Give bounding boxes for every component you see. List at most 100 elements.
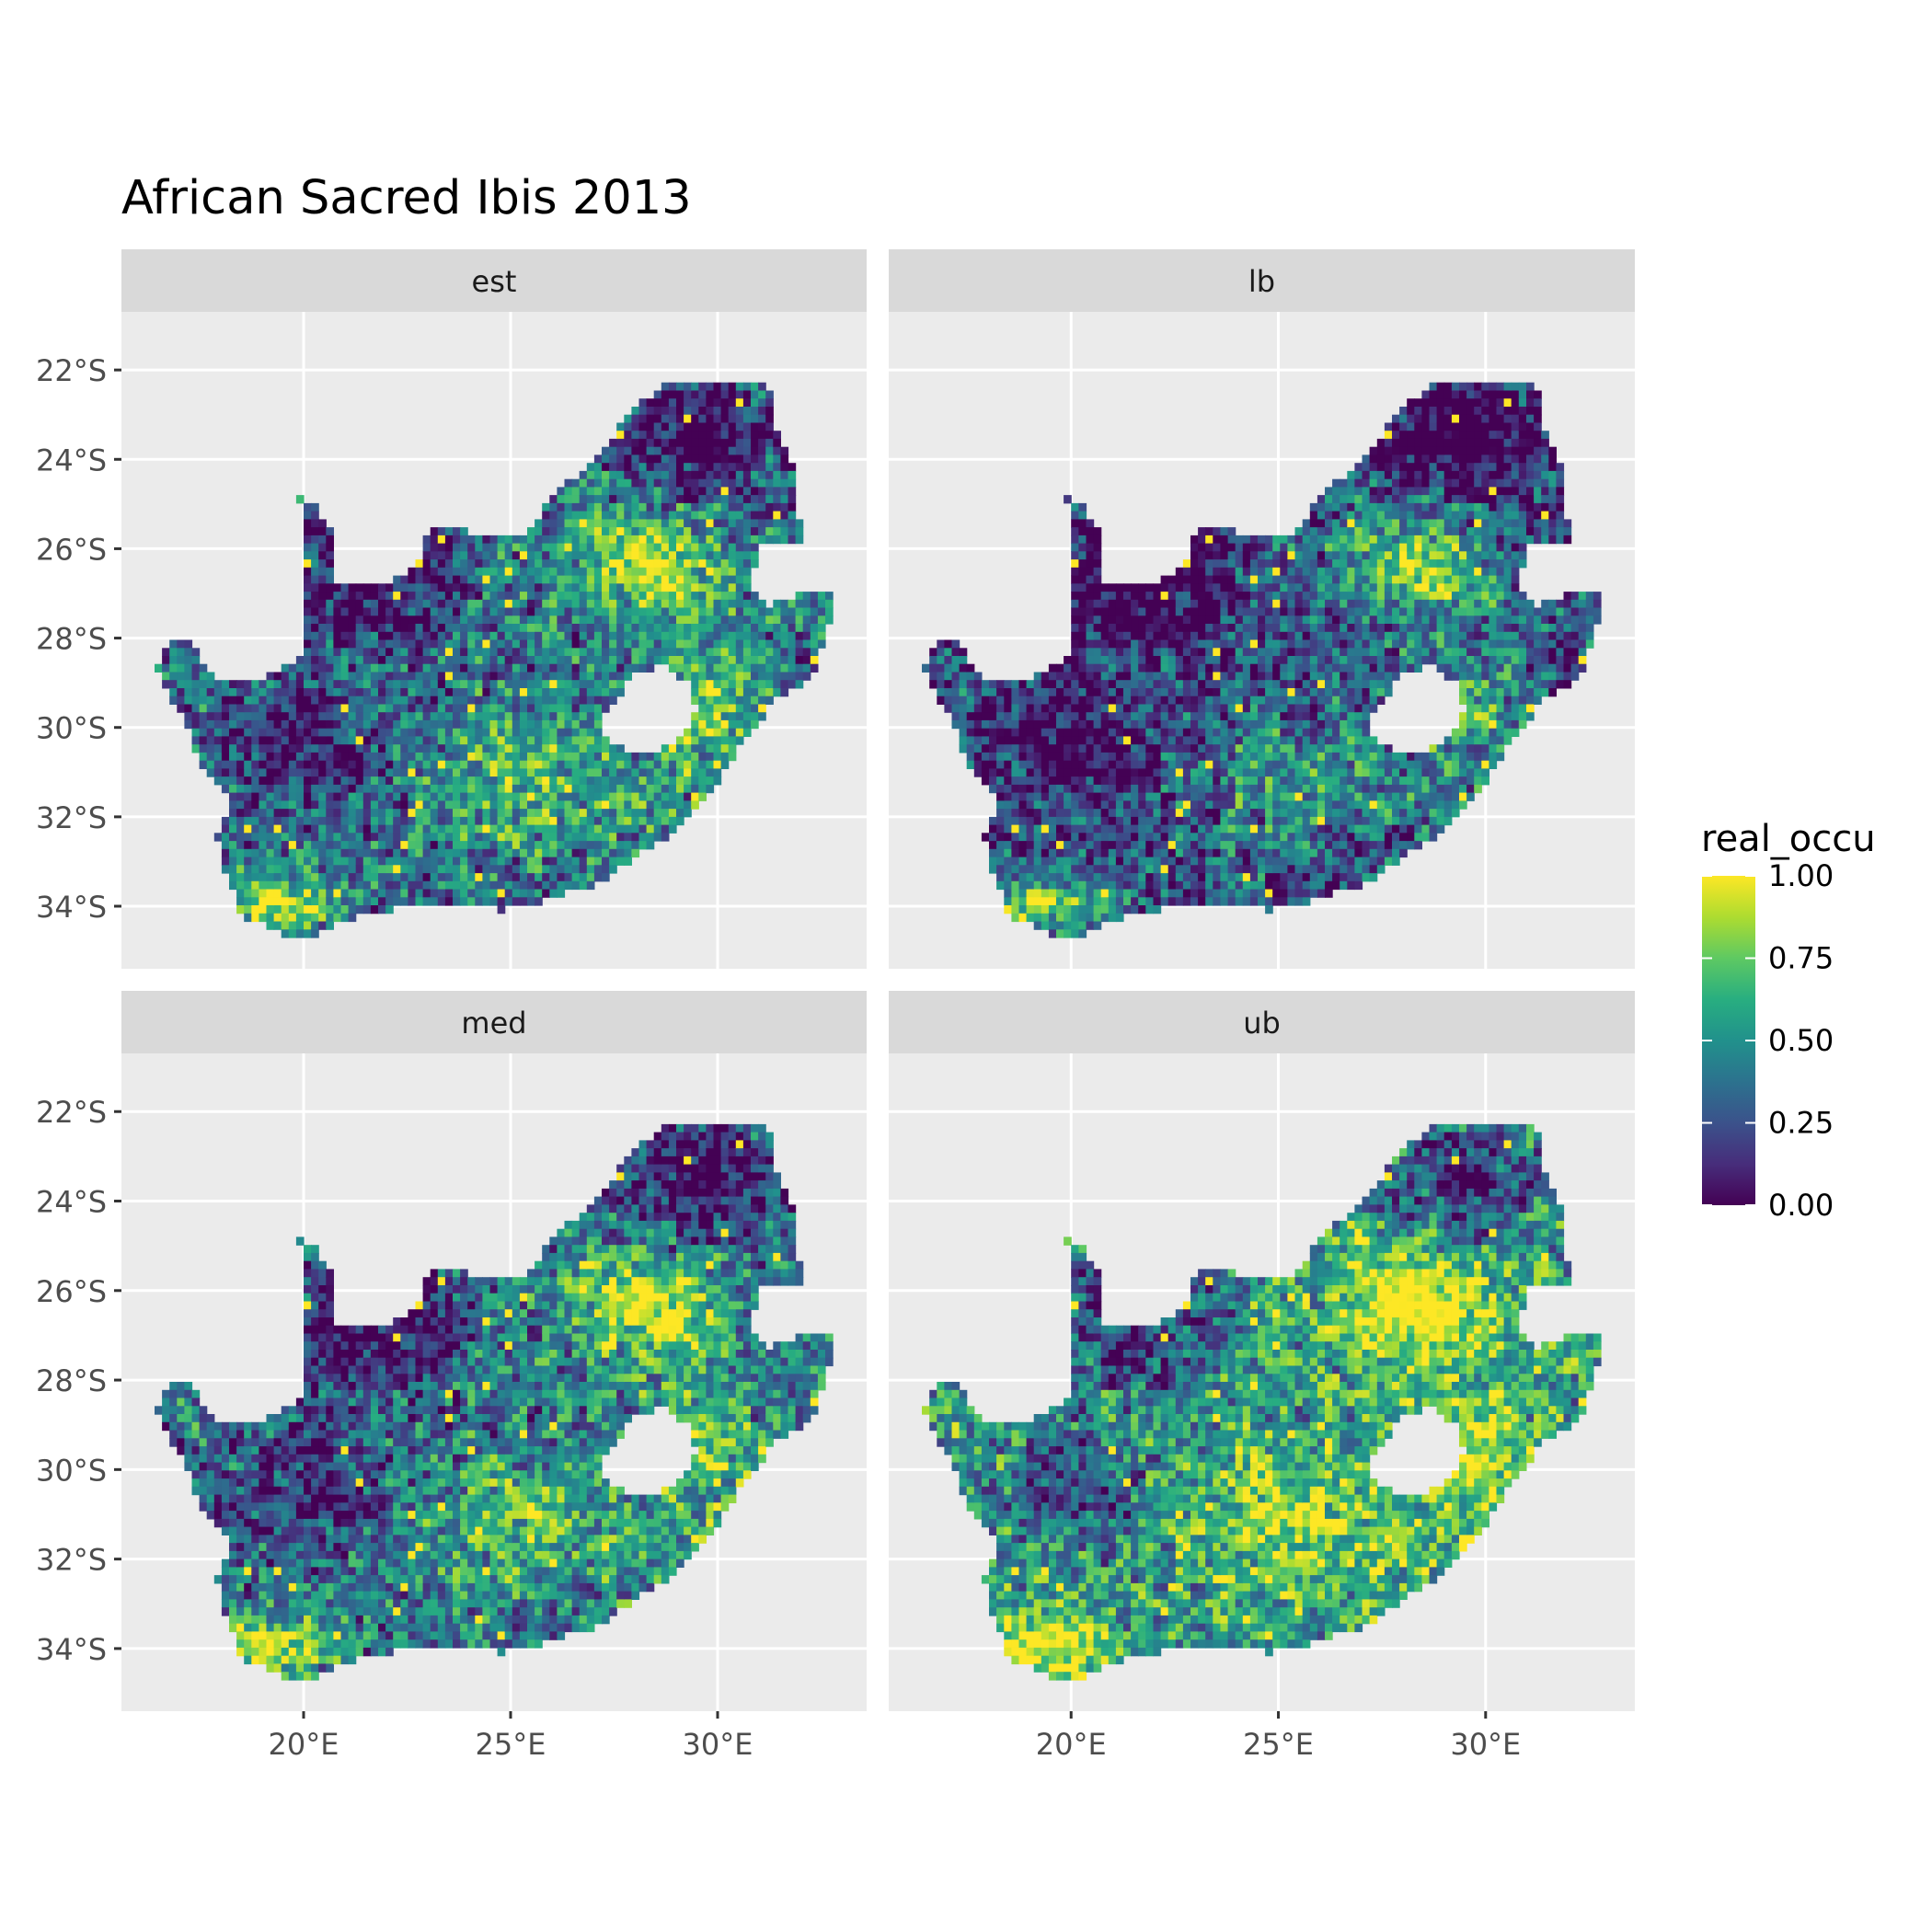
raster-cell xyxy=(668,382,677,391)
raster-cell xyxy=(638,527,648,536)
raster-cell xyxy=(467,672,476,681)
raster-cell xyxy=(244,857,252,866)
raster-cell xyxy=(549,567,558,577)
raster-cell xyxy=(989,736,997,745)
raster-cell xyxy=(184,704,193,713)
raster-cell xyxy=(430,599,439,609)
raster-cell xyxy=(355,873,364,882)
raster-cell xyxy=(304,696,312,705)
raster-cell xyxy=(742,527,752,536)
raster-cell xyxy=(765,624,774,633)
raster-cell xyxy=(1227,880,1236,891)
raster-cell xyxy=(1213,639,1221,649)
raster-cell xyxy=(1071,776,1079,786)
raster-cell xyxy=(400,880,408,891)
raster-cell xyxy=(602,809,610,818)
raster-cell xyxy=(1138,656,1146,665)
raster-cell xyxy=(706,575,715,584)
raster-cell xyxy=(408,567,417,577)
raster-cell xyxy=(1235,631,1244,641)
raster-cell xyxy=(758,446,766,455)
raster-cell xyxy=(1131,841,1139,850)
raster-cell xyxy=(1175,841,1184,850)
raster-cell xyxy=(430,575,439,584)
raster-cell xyxy=(378,889,386,898)
raster-cell xyxy=(378,599,386,609)
raster-cell xyxy=(780,680,789,689)
raster-cell xyxy=(973,688,983,697)
raster-cell xyxy=(1220,615,1229,625)
raster-cell xyxy=(259,816,268,826)
raster-cell xyxy=(1182,624,1191,633)
raster-cell xyxy=(489,535,499,545)
raster-cell xyxy=(385,648,394,657)
raster-cell xyxy=(527,809,535,818)
raster-cell xyxy=(236,784,245,794)
raster-cell xyxy=(668,800,677,810)
raster-cell xyxy=(1213,857,1221,866)
raster-cell xyxy=(408,800,417,810)
raster-cell xyxy=(1227,704,1236,713)
raster-cell xyxy=(1093,744,1102,753)
raster-cell xyxy=(1131,880,1139,891)
raster-cell xyxy=(191,663,201,673)
raster-cell xyxy=(206,752,215,762)
raster-cell xyxy=(1227,752,1236,762)
raster-cell xyxy=(1242,768,1251,777)
raster-cell xyxy=(355,607,364,616)
raster-cell xyxy=(370,873,379,882)
raster-cell xyxy=(273,704,282,713)
raster-cell xyxy=(549,624,558,633)
raster-cell xyxy=(311,656,319,665)
raster-cell xyxy=(1182,696,1191,705)
raster-cell xyxy=(691,607,699,616)
raster-cell xyxy=(370,824,379,834)
raster-cell xyxy=(408,760,417,769)
raster-cell xyxy=(735,431,744,440)
raster-cell xyxy=(1004,865,1012,874)
raster-cell xyxy=(1078,809,1087,818)
raster-cell xyxy=(489,648,499,657)
raster-cell xyxy=(691,752,699,762)
raster-cell xyxy=(602,816,610,826)
raster-cell xyxy=(624,551,632,560)
raster-cell xyxy=(453,744,461,753)
raster-cell xyxy=(1100,728,1110,737)
raster-cell xyxy=(199,744,208,753)
raster-cell xyxy=(989,744,997,753)
raster-cell xyxy=(1100,680,1110,689)
raster-cell xyxy=(1123,728,1132,737)
raster-cell xyxy=(1145,800,1154,810)
raster-cell xyxy=(579,696,588,705)
raster-cell xyxy=(602,592,610,601)
raster-cell xyxy=(1056,800,1064,810)
raster-cell xyxy=(542,511,550,520)
raster-cell xyxy=(318,631,327,641)
raster-cell xyxy=(1182,848,1191,858)
raster-cell xyxy=(415,897,424,906)
raster-cell xyxy=(773,438,781,448)
raster-cell xyxy=(519,712,528,721)
raster-cell xyxy=(527,639,535,649)
raster-cell xyxy=(684,470,692,480)
raster-cell xyxy=(661,615,670,625)
raster-cell xyxy=(1086,784,1095,794)
raster-cell xyxy=(713,639,722,649)
raster-cell xyxy=(378,897,386,906)
raster-cell xyxy=(378,704,386,713)
raster-cell xyxy=(542,607,550,616)
raster-cell xyxy=(333,889,342,898)
raster-cell xyxy=(676,663,684,673)
raster-cell xyxy=(1131,624,1139,633)
raster-cell xyxy=(684,463,692,472)
raster-cell xyxy=(206,696,215,705)
raster-cell xyxy=(393,680,401,689)
raster-cell xyxy=(400,768,408,777)
raster-cell xyxy=(616,470,625,480)
raster-cell xyxy=(758,535,766,545)
raster-cell xyxy=(698,414,707,423)
raster-cell xyxy=(340,615,350,625)
raster-cell xyxy=(318,913,327,923)
raster-cell xyxy=(408,897,417,906)
raster-cell xyxy=(742,543,752,552)
